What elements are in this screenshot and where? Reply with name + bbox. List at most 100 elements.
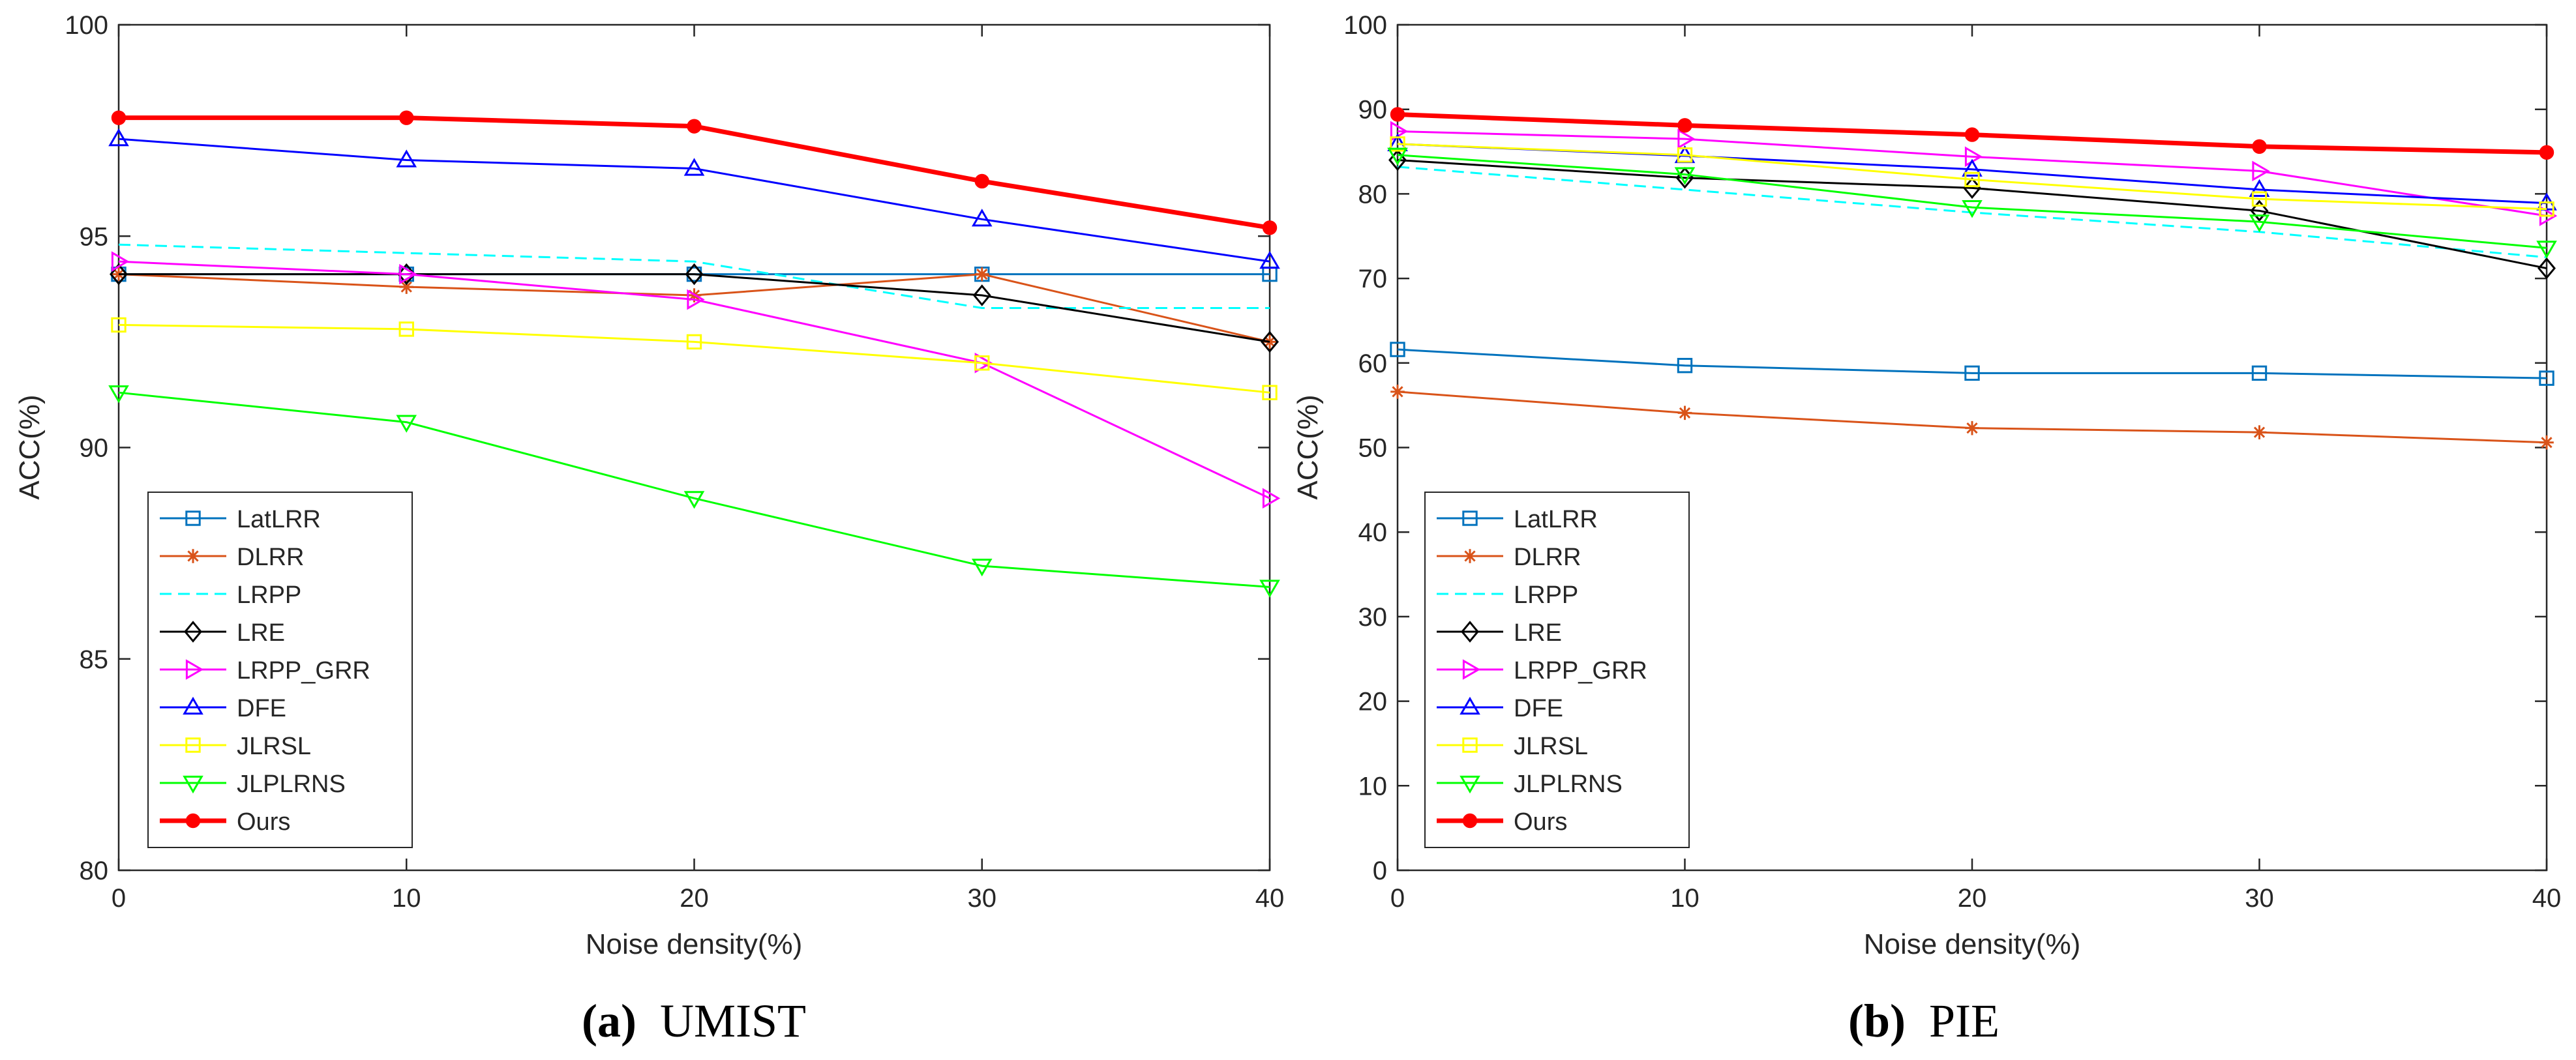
chart-panel-pie: 0 10 20 30 40 0 10 20 30 40 50 60 70 80 90 100 Noise de…: [1292, 11, 2561, 1047]
data-point-umist-lre-40: [1261, 331, 1279, 353]
series-line-umist-lrpp: [118, 243, 1270, 309]
series-line-pie-latlrr: [1397, 348, 2547, 379]
legend-marker-pie-latlrr: [1462, 510, 1478, 526]
series-pie-latlrr: [1390, 342, 2554, 386]
data-point-umist-lre-20: [685, 263, 704, 286]
data-point-umist-lre-0: [110, 263, 128, 286]
data-point-umist-lrpp-grr-40: [1262, 488, 1281, 509]
data-point-pie-dlrr-40-stroke: [2541, 437, 2553, 449]
caption-umist: (a) UMIST: [582, 995, 806, 1047]
legend-marker-pie-dlrr: [1463, 549, 1477, 563]
data-point-pie-dlrr-20-stroke: [1966, 422, 1978, 434]
series-layer-pie: [1387, 107, 2558, 450]
data-point-pie-dfe-30: [2249, 179, 2270, 198]
legend-label-umist-latlrr: LatLRR: [237, 506, 321, 533]
data-point-umist-lrpp-grr-10: [399, 263, 417, 285]
data-point-umist-lre-10: [397, 263, 416, 286]
data-point-pie-jlrsl-40: [2539, 201, 2554, 217]
legend-label-umist-lrpp-grr: LRPP_GRR: [237, 657, 370, 685]
data-point-umist-dlrr-10: [399, 280, 414, 294]
data-point-umist-dfe-10: [396, 149, 417, 168]
data-point-pie-jlrsl-0: [1390, 136, 1405, 152]
x-tick-label-umist-20: 20: [680, 884, 709, 913]
x-tick-label-pie-30: 30: [2245, 884, 2274, 913]
data-point-umist-ours-40: [1262, 220, 1278, 235]
data-point-pie-jlplrns-30: [2249, 214, 2270, 233]
data-point-pie-dlrr-10: [1677, 405, 1692, 420]
data-point-umist-jlrsl-20: [686, 334, 702, 350]
legend-marker-pie-dlrr-stroke: [1464, 550, 1476, 562]
x-tick-label-pie-0: 0: [1390, 884, 1405, 913]
data-point-pie-latlrr-40: [2539, 370, 2554, 386]
series-line-pie-lrpp: [1397, 166, 2547, 259]
series-umist-jlplrns: [108, 385, 1280, 598]
legend-marker-umist-lre: [184, 621, 202, 643]
data-point-pie-lre-30: [2250, 199, 2269, 222]
y-tick-label-pie-60: 60: [1358, 349, 1388, 378]
legend-marker-umist-ours: [185, 813, 201, 829]
data-point-umist-lre-30: [972, 284, 991, 306]
axis-ticks-umist: 0 10 20 30 40 80 85 90 95 100: [65, 11, 1284, 913]
data-point-umist-jlplrns-30: [971, 558, 993, 577]
data-point-umist-jlrsl-30: [974, 355, 990, 371]
data-point-pie-dlrr-10-stroke: [1679, 407, 1691, 419]
legend-marker-pie-jlplrns: [1460, 775, 1480, 794]
x-tick-label-pie-20: 20: [1958, 884, 1987, 913]
legend-label-umist-lre: LRE: [237, 619, 285, 647]
data-point-pie-dlrr-30-stroke: [2253, 426, 2266, 438]
legend-marker-pie-ours: [1462, 813, 1478, 829]
legend-label-pie-lrpp: LRPP: [1514, 582, 1578, 609]
legend-marker-pie-dfe: [1460, 696, 1480, 715]
legend-label-pie-ours: Ours: [1514, 808, 1567, 836]
caption-label-umist: (a): [582, 995, 637, 1047]
legend-marker-umist-jlplrns: [183, 775, 203, 794]
data-point-umist-lrpp-grr-20: [687, 289, 705, 310]
series-line-umist-jlrsl: [118, 323, 1270, 394]
y-tick-label-umist-95: 95: [80, 222, 109, 251]
series-pie-ours: [1390, 107, 2554, 160]
series-umist-dfe: [108, 128, 1280, 269]
x-axis-label-umist: Noise density(%): [586, 928, 803, 960]
legend-label-umist-ours: Ours: [237, 808, 290, 836]
legend-label-umist-dfe: DFE: [237, 695, 286, 722]
data-point-pie-latlrr-0: [1390, 342, 1405, 357]
series-umist-jlrsl: [111, 317, 1278, 400]
data-point-umist-jlplrns-10: [396, 415, 417, 433]
data-point-pie-dlrr-30: [2252, 425, 2267, 439]
x-tick-label-umist-10: 10: [392, 884, 421, 913]
y-tick-label-pie-20: 20: [1358, 688, 1388, 716]
series-pie-jlrsl: [1390, 136, 2554, 217]
x-tick-label-umist-40: 40: [1255, 884, 1285, 913]
legend-marker-umist-lrpp-grr: [185, 659, 204, 680]
series-line-umist-lrpp-grr: [118, 260, 1270, 499]
data-point-umist-ours-30: [974, 173, 989, 189]
data-point-umist-dfe-40: [1259, 250, 1280, 269]
series-line-pie-lrpp-grr: [1397, 130, 2547, 217]
data-point-pie-dfe-20: [1962, 158, 1983, 177]
legend-marker-pie-lre: [1461, 621, 1479, 643]
data-point-pie-jlrsl-10: [1677, 147, 1693, 163]
y-tick-label-pie-50: 50: [1358, 434, 1388, 463]
caption-title-pie: PIE: [1929, 995, 1999, 1047]
y-tick-label-pie-100: 100: [1343, 11, 1387, 40]
legend-label-umist-dlrr: DLRR: [237, 544, 304, 571]
x-axis-label-pie: Noise density(%): [1864, 928, 2081, 960]
y-tick-label-pie-30: 30: [1358, 603, 1388, 632]
y-axis-label-umist: ACC(%): [14, 394, 46, 499]
data-point-umist-lrpp-grr-0: [111, 251, 130, 272]
legend-marker-umist-dlrr: [186, 549, 200, 563]
y-tick-label-umist-90: 90: [80, 434, 109, 463]
legend-label-pie-latlrr: LatLRR: [1514, 506, 1598, 533]
data-point-pie-dlrr-20: [1965, 420, 1979, 435]
data-point-pie-jlplrns-40: [2536, 241, 2557, 259]
chart-panel-umist: 0 10 20 30 40 80 85 90 95 100 Noise density(%) AC…: [14, 11, 1284, 1047]
data-point-pie-lre-40: [2538, 257, 2556, 280]
series-umist-ours: [111, 110, 1278, 235]
y-tick-label-umist-80: 80: [80, 857, 109, 885]
y-tick-label-pie-80: 80: [1358, 180, 1388, 209]
legend-marker-pie-jlrsl: [1462, 737, 1478, 753]
series-pie-dlrr: [1390, 385, 2554, 450]
data-point-pie-ours-30: [2252, 139, 2267, 154]
caption-pie: (b) PIE: [1848, 995, 1999, 1047]
y-tick-label-pie-90: 90: [1358, 96, 1388, 125]
